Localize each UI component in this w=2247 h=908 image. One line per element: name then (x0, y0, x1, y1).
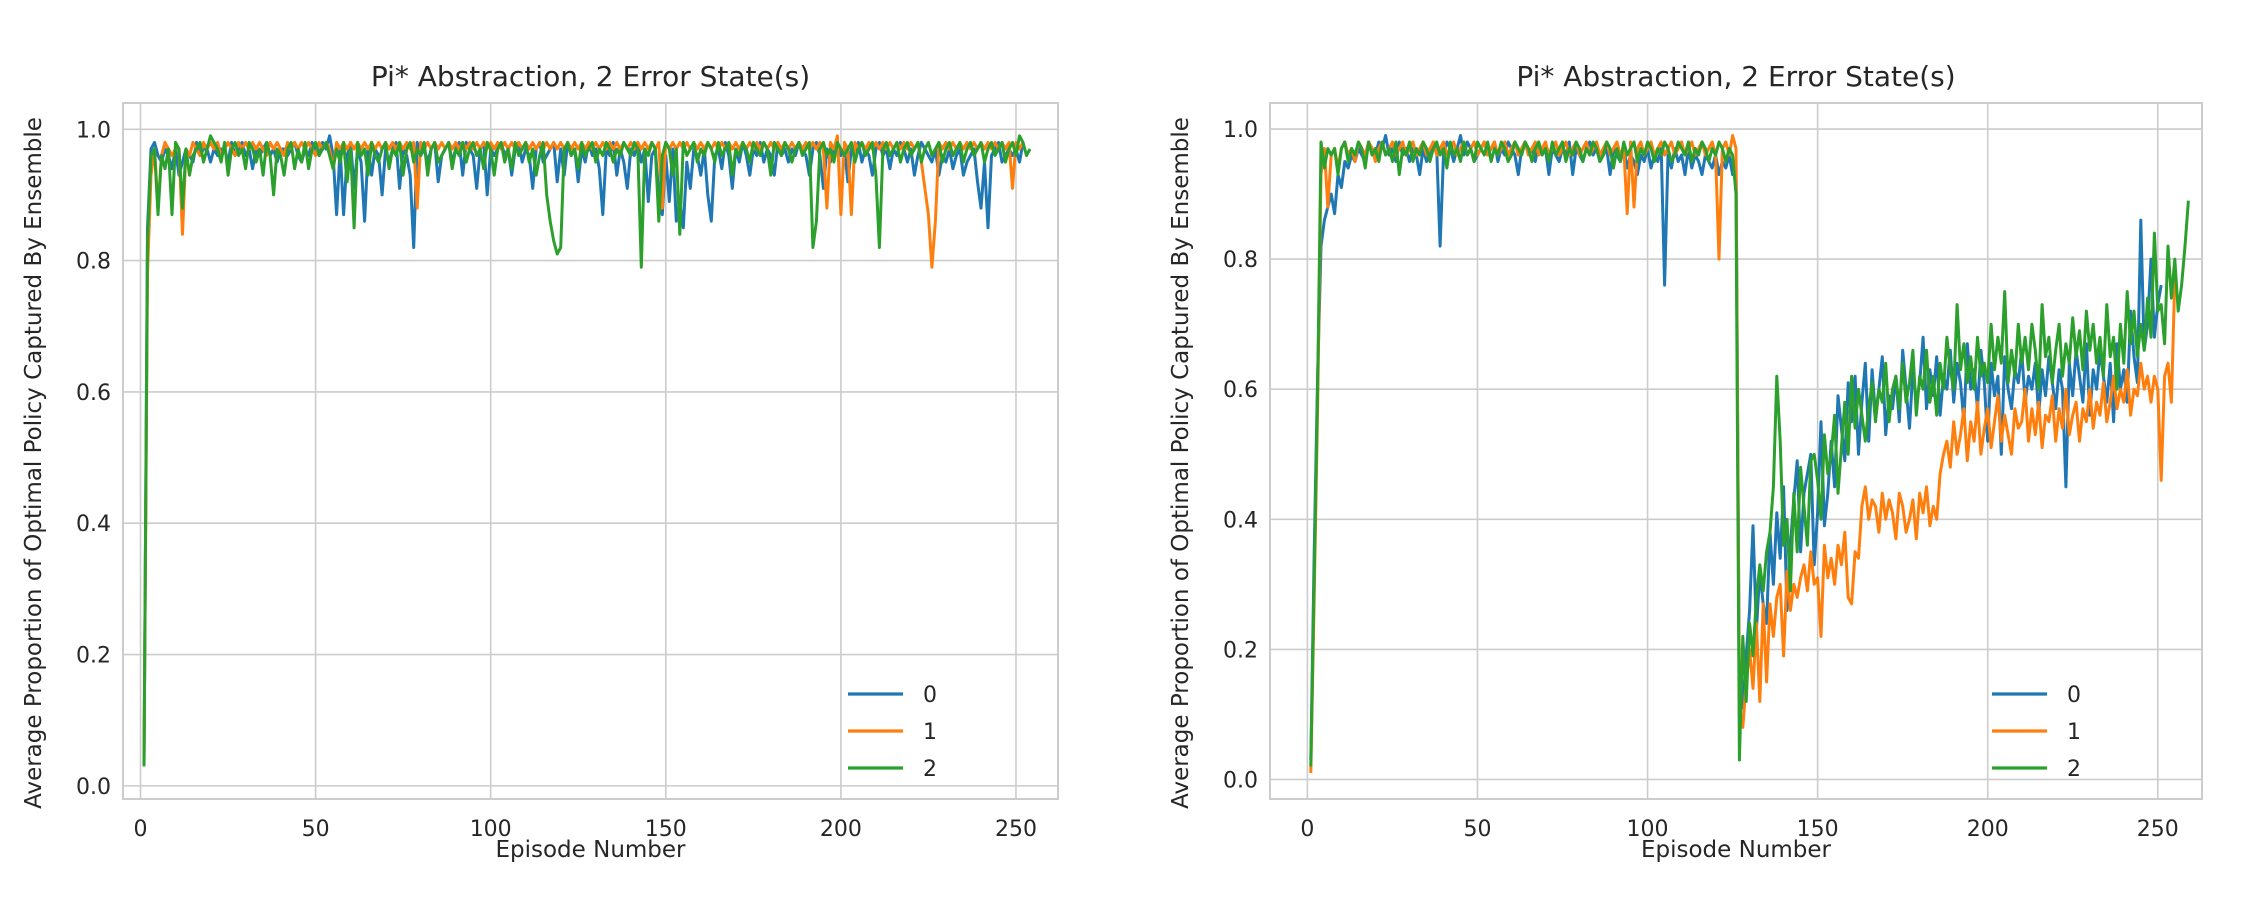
y-axis-label: Average Proportion of Optimal Policy Cap… (21, 117, 47, 809)
y-tick-label: 0.2 (76, 644, 111, 669)
series-line-2 (142, 134, 1032, 767)
series-line-1 (1309, 134, 2177, 774)
y-tick-label: 0.2 (1223, 638, 1258, 663)
y-tick-label: 0.8 (76, 250, 111, 275)
y-tick-label: 0.4 (76, 512, 111, 537)
series-lines (1309, 134, 2190, 774)
plot-area (123, 103, 1058, 799)
x-tick-label: 100 (1627, 817, 1669, 842)
y-axis-label: Average Proportion of Optimal Policy Cap… (1168, 117, 1194, 809)
x-tick-label: 200 (820, 817, 862, 842)
x-axis-label: Episode Number (1641, 837, 1832, 863)
y-tick-label: 0.6 (1223, 378, 1258, 403)
legend: 0 1 2 (1992, 683, 2081, 782)
series-lines (142, 134, 1032, 767)
x-tick-label: 0 (134, 817, 148, 842)
legend-label: 0 (923, 683, 937, 708)
legend-label: 1 (923, 720, 937, 745)
chart-left-svg: 0 50 100 150 200 250 0.0 0.2 0.4 0.6 0.8 1.0 Pi* Abs… (21, 60, 1059, 863)
plot-frame (1269, 102, 2203, 800)
grid (1270, 103, 2202, 799)
x-axis-label: Episode Number (495, 837, 686, 863)
x-tick-label: 50 (302, 817, 330, 842)
y-tick-label: 0.4 (1223, 508, 1258, 533)
legend-label: 2 (2067, 757, 2081, 782)
legend: 0 1 2 (848, 683, 937, 782)
y-tick-label: 0.0 (76, 775, 111, 800)
x-tick-label: 100 (470, 817, 512, 842)
x-tick-label: 250 (995, 817, 1037, 842)
legend-label: 0 (2067, 683, 2081, 708)
x-tick-label: 0 (1300, 817, 1314, 842)
y-tick-label: 0.8 (1223, 248, 1258, 273)
chart-title: Pi* Abstraction, 2 Error State(s) (371, 60, 810, 93)
y-tick-label: 1.0 (1223, 118, 1258, 143)
y-tick-label: 0.0 (1223, 768, 1258, 793)
legend-label: 1 (2067, 720, 2081, 745)
x-tick-label: 250 (2137, 817, 2179, 842)
x-tick-label: 50 (1463, 817, 1491, 842)
chart-title: Pi* Abstraction, 2 Error State(s) (1516, 60, 1955, 93)
y-tick-label: 0.6 (76, 381, 111, 406)
y-tick-label: 1.0 (76, 118, 111, 143)
x-tick-label: 150 (1797, 817, 1839, 842)
x-tick-label: 200 (1967, 817, 2009, 842)
chart-right: 0 50 100 150 200 250 0.0 0.2 0.4 0.6 0.8 1.0 Pi* Abs… (1124, 0, 2247, 904)
legend-label: 2 (923, 757, 937, 782)
chart-left: 0 50 100 150 200 250 0.0 0.2 0.4 0.6 0.8 1.0 Pi* Abs… (0, 0, 1123, 904)
series-line-2 (1309, 140, 2190, 767)
x-tick-label: 150 (645, 817, 687, 842)
grid (123, 103, 1058, 799)
plot-frame (122, 102, 1059, 800)
chart-right-svg: 0 50 100 150 200 250 0.0 0.2 0.4 0.6 0.8 1.0 Pi* Abs… (1168, 60, 2203, 863)
